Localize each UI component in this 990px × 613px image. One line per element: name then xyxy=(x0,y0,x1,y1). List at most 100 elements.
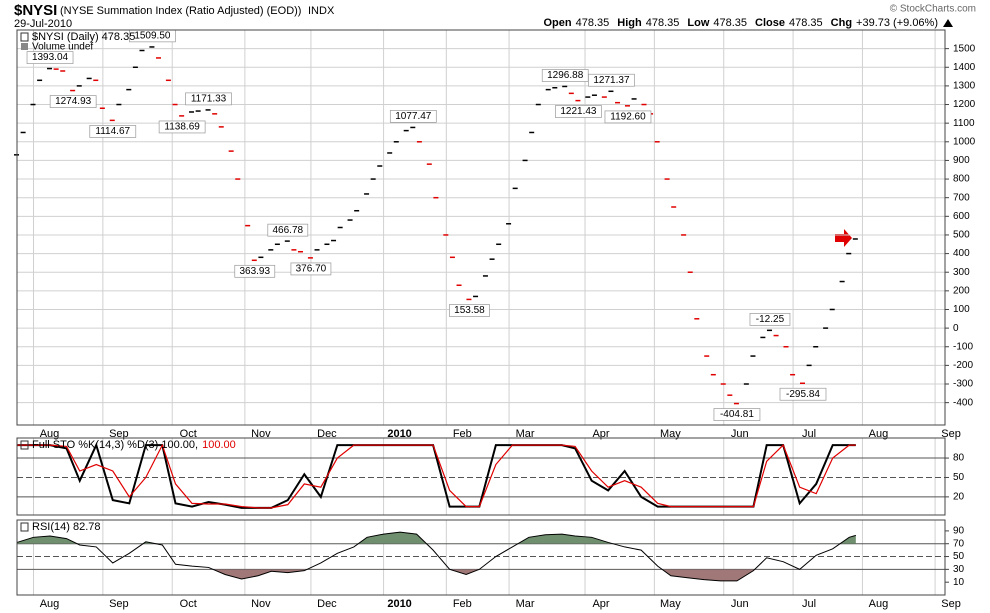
quote-value: 478.35 xyxy=(789,17,823,29)
x-tick-label: Apr xyxy=(592,428,609,440)
x-tick-label: May xyxy=(660,428,681,440)
y-tick-label: 1000 xyxy=(953,136,976,147)
y-tick-label: 50 xyxy=(953,472,965,483)
panel-frame xyxy=(16,29,946,426)
annotation-box xyxy=(779,387,827,401)
quote-label: High xyxy=(617,17,642,29)
annotation-label: 376.70 xyxy=(296,264,327,275)
x-tick-label: Jun xyxy=(731,598,749,610)
annotation-box xyxy=(49,95,97,108)
y-tick-label: 500 xyxy=(953,230,970,241)
symbol: $NYSI xyxy=(14,2,57,19)
y-tick-label: -100 xyxy=(953,341,973,352)
annotation-label: 1077.47 xyxy=(395,111,432,122)
annotation-box xyxy=(389,110,437,123)
annotation-box xyxy=(267,223,309,237)
annotation-label: 1296.88 xyxy=(547,70,584,81)
annotation-label: 1274.93 xyxy=(55,96,92,107)
annotation-label: 1192.60 xyxy=(610,112,646,123)
legend-entry: $NYSI (Daily) 478.35 xyxy=(32,31,135,43)
y-tick-label: 1100 xyxy=(953,118,975,129)
y-tick-label: 200 xyxy=(953,285,970,296)
y-tick-label: -300 xyxy=(953,379,973,390)
legend: Full STO %K(14,3) %D(3) 100.00, 100.00 xyxy=(32,439,236,451)
annotation-box xyxy=(588,73,635,87)
x-tick-label: Sep xyxy=(941,598,961,610)
chart-title: (NYSE Summation Index (Ratio Adjusted) (… xyxy=(60,5,301,17)
x-tick-label: Apr xyxy=(592,598,609,610)
annotation-label: 1509.50 xyxy=(134,31,171,42)
y-tick-label: 70 xyxy=(953,538,965,549)
y-tick-label: 20 xyxy=(953,492,965,503)
x-tick-label: Aug xyxy=(869,598,889,610)
quote-label: Open xyxy=(543,17,571,29)
x-tick-label: Sep xyxy=(109,428,129,440)
change-arrow xyxy=(943,19,953,27)
y-tick-label: 0 xyxy=(953,323,959,334)
y-tick-label: 600 xyxy=(953,211,970,222)
y-tick-label: 1500 xyxy=(953,43,976,54)
x-tick-label: Feb xyxy=(453,598,472,610)
annotation-label: 153.58 xyxy=(454,305,485,316)
band-fill xyxy=(17,569,856,581)
legend: RSI(14) 82.78 xyxy=(32,521,100,533)
legend-entry: 100.00 xyxy=(202,439,236,451)
annotation-box xyxy=(158,120,206,134)
annotation-label: -295.84 xyxy=(786,389,820,400)
x-tick-label: Jul xyxy=(802,598,816,610)
legend-entry: Full STO %K(14,3) %D(3) 100.00, xyxy=(32,439,198,451)
annotation-label: -404.81 xyxy=(720,409,754,420)
legend: $NYSI (Daily) 478.35 xyxy=(32,31,135,43)
y-tick-label: 1400 xyxy=(953,62,976,73)
quote-value: 478.35 xyxy=(576,17,610,29)
annotation-label: 1138.69 xyxy=(164,122,200,133)
annotation-label: 1271.37 xyxy=(593,75,630,86)
legend-icon xyxy=(20,440,29,450)
series-line xyxy=(17,443,856,509)
note-icon xyxy=(21,43,28,50)
x-tick-label: Nov xyxy=(251,428,271,440)
x-tick-label: Mar xyxy=(516,598,535,610)
y-tick-label: 50 xyxy=(953,551,965,562)
x-tick-label: Sep xyxy=(941,428,961,440)
y-tick-label: -400 xyxy=(953,397,973,408)
x-tick-label: Nov xyxy=(251,598,271,610)
y-tick-label: 80 xyxy=(953,453,965,464)
quote-value: +39.73 (+9.06%) xyxy=(856,17,938,29)
legend-icon xyxy=(20,32,29,42)
y-tick-label: 800 xyxy=(953,174,970,185)
series-line xyxy=(16,531,856,582)
annotation-box xyxy=(234,264,276,278)
x-tick-label: Oct xyxy=(180,598,197,610)
quote-line: Open 478.35 High 478.35 Low 478.35 Close 478.35… xyxy=(543,17,938,29)
quote-label: Chg xyxy=(831,17,852,29)
annotation-label: 1114.67 xyxy=(95,126,130,137)
y-tick-label: 400 xyxy=(953,248,970,259)
annotation-box xyxy=(89,125,137,138)
y-tick-label: 100 xyxy=(953,304,970,315)
x-tick-label: Aug xyxy=(869,428,889,440)
annotation-label: 466.78 xyxy=(273,225,304,236)
quote-value: 478.35 xyxy=(713,17,747,29)
x-tick-label: 2010 xyxy=(387,598,411,610)
panel-frame xyxy=(16,519,946,596)
x-tick-label: Dec xyxy=(317,428,337,440)
panel-frame xyxy=(16,437,946,516)
exchange: INDX xyxy=(308,5,335,17)
annotation-label: 1221.43 xyxy=(560,106,597,117)
y-tick-label: 1300 xyxy=(953,81,976,92)
annotation-label: 1393.04 xyxy=(32,52,69,63)
y-tick-label: 900 xyxy=(953,155,970,166)
y-tick-label: 90 xyxy=(953,526,965,537)
last-arrow xyxy=(835,229,852,247)
annotation-label: -12.25 xyxy=(756,314,785,325)
annotation-box xyxy=(185,92,232,106)
annotation-box xyxy=(749,313,791,326)
x-tick-label: Jun xyxy=(731,428,749,440)
annotation-box xyxy=(713,408,761,421)
y-tick-label: 1200 xyxy=(953,99,976,110)
quote-label: Close xyxy=(755,17,785,29)
x-tick-label: Oct xyxy=(180,428,197,440)
annotation-box xyxy=(449,304,490,317)
